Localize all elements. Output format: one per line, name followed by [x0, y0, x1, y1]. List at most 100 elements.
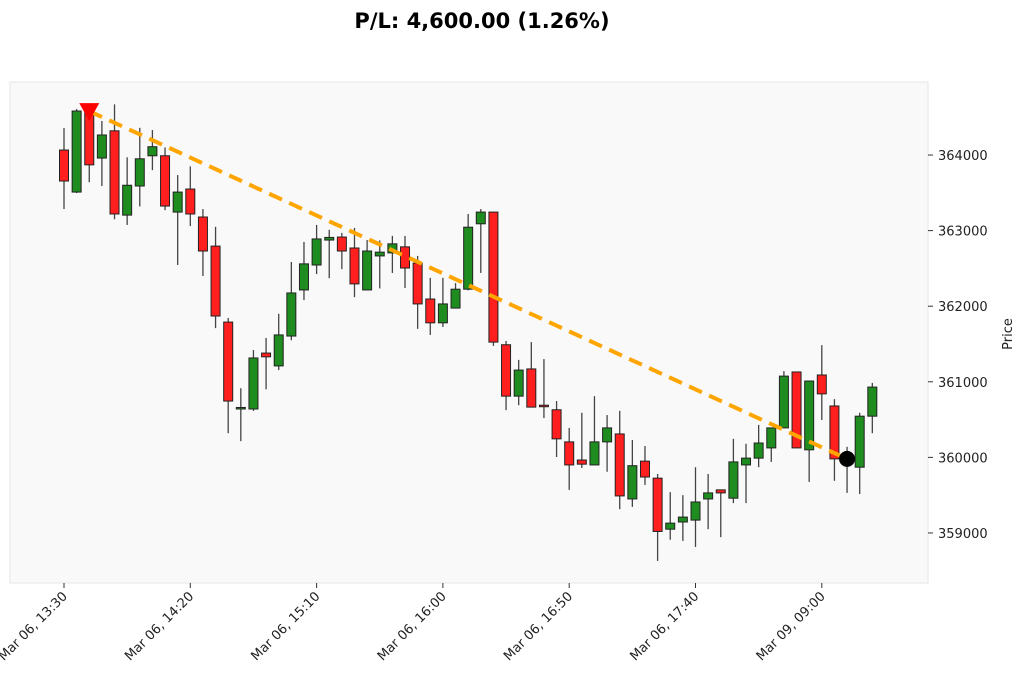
candle — [134, 127, 145, 207]
candle-body — [172, 191, 183, 213]
candle-body — [412, 262, 423, 305]
candle-body — [526, 368, 537, 408]
candle-body — [349, 247, 360, 285]
candle-body — [728, 461, 739, 499]
candle-body — [185, 188, 196, 215]
candle-body — [286, 292, 297, 337]
candle — [147, 130, 158, 171]
candle-body — [854, 415, 865, 468]
candle — [349, 227, 360, 298]
y-axis: 359000 360000 361000 362000 363000 364000 — [928, 149, 988, 542]
candle-body — [147, 146, 158, 157]
y-tick-label: 362000 — [938, 300, 988, 315]
candle — [538, 359, 549, 419]
candle-body — [564, 441, 575, 466]
candle-body — [804, 380, 815, 451]
candle-body — [122, 184, 133, 216]
candle — [715, 489, 726, 538]
candle — [703, 474, 714, 530]
candle-body — [829, 405, 840, 460]
candle — [336, 232, 347, 270]
exit-marker-circle — [839, 450, 856, 467]
candle — [122, 157, 133, 225]
candle-body — [791, 371, 802, 449]
candle-body — [475, 211, 486, 225]
candle — [298, 241, 309, 301]
candle — [235, 388, 246, 442]
x-axis: Mar 06, 13:30 Mar 06, 14:20 Mar 06, 15:10 M… — [0, 583, 829, 664]
candle — [475, 209, 486, 273]
candle — [450, 283, 461, 309]
candle — [513, 359, 524, 406]
candle — [728, 438, 739, 504]
candle — [185, 166, 196, 227]
x-tick-label: Mar 06, 15:10 — [249, 589, 324, 664]
candle — [677, 495, 688, 541]
candle-body — [235, 406, 246, 410]
candle — [362, 240, 373, 291]
candle — [804, 380, 815, 482]
candle-body — [400, 246, 411, 269]
candle-body — [677, 516, 688, 523]
candle-body — [741, 457, 752, 466]
candle — [172, 175, 183, 265]
candle-body — [665, 522, 676, 530]
candle-body — [362, 250, 373, 291]
candle — [324, 229, 335, 279]
candle-body — [627, 465, 638, 500]
candle-body — [273, 334, 284, 367]
x-tick-label: Mar 06, 16:50 — [501, 589, 576, 664]
candle — [627, 439, 638, 507]
candle-body — [513, 369, 524, 397]
trade-line — [88, 109, 848, 461]
y-axis-label: Price — [1001, 318, 1016, 350]
candle — [425, 277, 436, 335]
candle-body — [336, 236, 347, 252]
candle-body — [96, 134, 107, 159]
candle — [778, 371, 789, 429]
candle-body — [639, 460, 650, 478]
y-tick-label: 361000 — [938, 376, 988, 391]
candle-body — [753, 442, 764, 459]
candle-body — [488, 211, 499, 343]
candle — [311, 224, 322, 275]
candle — [488, 211, 499, 346]
candle — [867, 382, 878, 434]
candle — [564, 427, 575, 490]
candle — [614, 410, 625, 510]
candle — [526, 342, 537, 408]
candle — [501, 340, 512, 411]
candle — [639, 446, 650, 485]
candle-body — [223, 321, 234, 402]
candle — [665, 492, 676, 540]
candle-body — [261, 352, 272, 358]
candle — [261, 337, 272, 390]
candle-body — [311, 238, 322, 266]
candle — [223, 317, 234, 434]
x-tick-label: Mar 09, 09:00 — [754, 589, 829, 664]
candle — [551, 401, 562, 457]
candle-body — [59, 149, 69, 182]
candle — [854, 412, 865, 495]
candle — [741, 443, 752, 504]
candle-body — [715, 489, 726, 494]
candle-body — [298, 263, 309, 291]
candle-body — [538, 404, 549, 408]
candle — [160, 147, 171, 211]
x-tick-label: Mar 06, 14:20 — [122, 589, 197, 664]
candle-body — [766, 427, 777, 449]
candle-body — [551, 409, 562, 440]
candle — [690, 467, 701, 547]
candle-body — [248, 357, 259, 410]
candle-body — [425, 298, 436, 324]
candle-body — [501, 344, 512, 397]
y-tick-label: 364000 — [938, 149, 988, 164]
trade-group — [79, 103, 856, 467]
candle-body — [109, 130, 120, 215]
x-tick-label: Mar 06, 13:30 — [0, 589, 71, 664]
y-tick-label: 363000 — [938, 225, 988, 240]
candle-body — [197, 216, 208, 252]
candle — [766, 427, 777, 462]
candle — [248, 350, 259, 411]
